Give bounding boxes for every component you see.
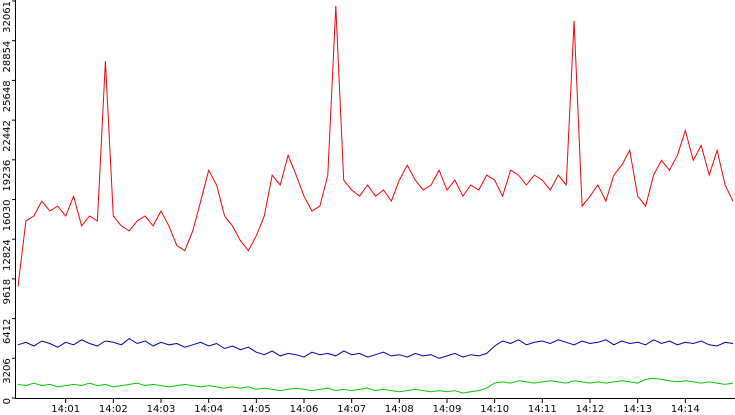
y-tick-label: 28854: [2, 41, 13, 73]
x-tick-label: 14:12: [576, 404, 605, 415]
y-tick-label: 25648: [2, 80, 13, 112]
y-tick-label: 0: [2, 398, 13, 404]
y-tick-label: 32061: [2, 1, 13, 33]
x-tick-label: 14:13: [623, 404, 652, 415]
x-tick-label: 14:09: [433, 404, 462, 415]
y-tick-label: 12824: [2, 239, 13, 271]
y-tick-label: 3206: [2, 358, 13, 383]
x-tick-label: 14:06: [290, 404, 319, 415]
x-tick-label: 14:02: [99, 404, 128, 415]
y-tick-label: 16030: [2, 200, 13, 232]
x-tick-label: 14:07: [337, 404, 366, 415]
y-tick-label: 19236: [2, 160, 13, 192]
x-tick-label: 14:14: [671, 404, 700, 415]
series-line: [17, 377, 734, 394]
x-tick-label: 14:03: [147, 404, 176, 415]
x-tick-label: 14:08: [385, 404, 414, 415]
y-tick-label: 22442: [2, 120, 13, 152]
y-tick-label: 6412: [2, 319, 13, 344]
x-tick-label: 14:05: [242, 404, 271, 415]
x-tick-label: 14:10: [480, 404, 509, 415]
series-line: [17, 5, 734, 287]
x-tick-label: 14:04: [194, 404, 223, 415]
y-tick-label: 9618: [2, 279, 13, 304]
series-line: [17, 337, 734, 359]
x-tick-label: 14:11: [528, 404, 557, 415]
x-tick-label: 14:01: [51, 404, 80, 415]
